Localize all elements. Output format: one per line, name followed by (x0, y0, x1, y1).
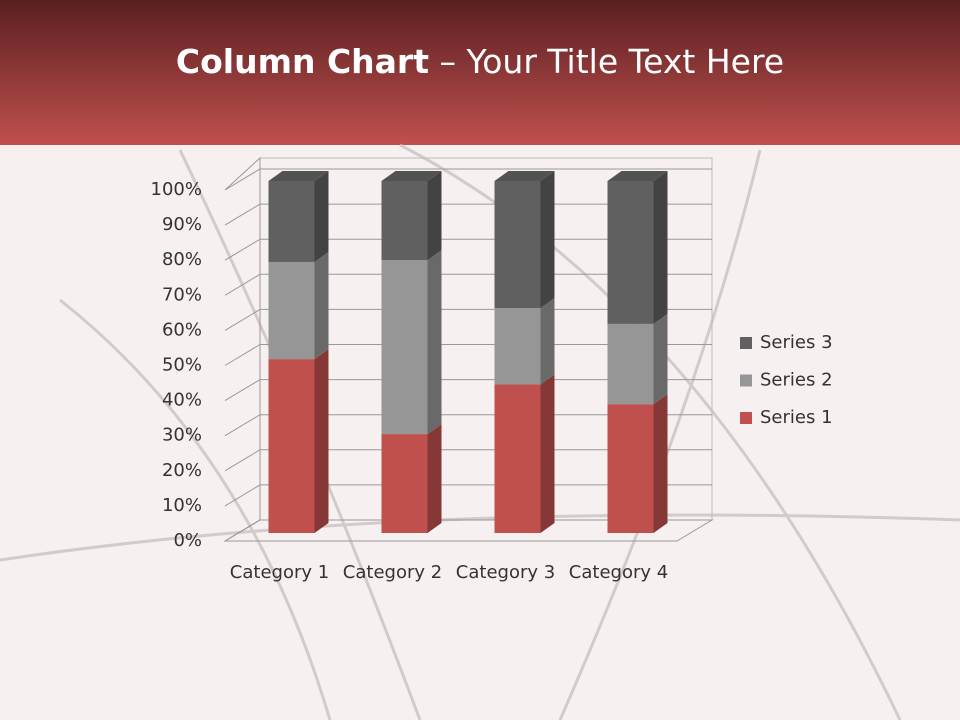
legend-label: Series 3 (760, 332, 833, 353)
legend-swatch (740, 374, 752, 387)
x-tick-label: Category 1 (229, 562, 330, 583)
bar-side (540, 374, 555, 533)
bar (268, 359, 315, 533)
bar-side (653, 313, 668, 405)
grid-line (224, 238, 712, 261)
bar (494, 181, 541, 309)
bar (607, 181, 654, 324)
grid-line (224, 414, 712, 437)
grid-line (224, 273, 712, 296)
grid-line (224, 308, 712, 331)
side-wall (224, 156, 261, 542)
bar (268, 181, 315, 262)
grid-line (224, 168, 712, 191)
grid-line (224, 449, 712, 472)
bar (494, 384, 541, 533)
bar (607, 323, 654, 405)
y-tick-label: 50% (162, 355, 202, 376)
y-tick-label: 10% (162, 495, 202, 516)
bar-side (314, 171, 329, 262)
bar-top (607, 171, 668, 181)
grid-line (224, 344, 712, 366)
x-tick-label: Category 3 (455, 562, 556, 583)
y-tick-label: 40% (162, 390, 202, 411)
y-tick-label: 70% (162, 284, 202, 305)
y-tick-label: 80% (162, 249, 202, 270)
bar-side (653, 171, 668, 324)
background-splatter (0, 143, 960, 720)
y-tick-label: 0% (173, 530, 202, 551)
bar-top (268, 171, 329, 181)
title-rest: – Your Title Text Here (428, 42, 785, 81)
y-tick-label: 60% (162, 319, 202, 340)
legend-label: Series 1 (760, 407, 833, 428)
bar-side (540, 298, 555, 385)
bar-side (314, 349, 329, 533)
bar (381, 260, 428, 435)
bar-top (494, 171, 555, 181)
bar-side (427, 424, 442, 533)
y-tick-label: 90% (162, 214, 202, 235)
grid-line (224, 379, 712, 402)
bar (607, 404, 654, 533)
bar-side (427, 171, 442, 261)
grid-line (224, 519, 712, 542)
bar-side (314, 251, 329, 360)
legend-swatch (740, 337, 752, 349)
bar (381, 181, 428, 261)
slide-title: Column Chart – Your Title Text Here (0, 42, 960, 81)
bar-side (427, 250, 442, 435)
y-tick-label: 30% (162, 425, 202, 446)
header-band (0, 0, 960, 145)
x-tick-label: Category 2 (342, 562, 443, 583)
bar (381, 434, 428, 533)
y-tick-label: 100% (151, 179, 202, 200)
bar-top (381, 171, 442, 181)
bar-side (653, 394, 668, 533)
bar (268, 261, 315, 360)
bar-side (540, 171, 555, 309)
title-bold: Column Chart (175, 42, 429, 81)
x-tick-label: Category 4 (568, 562, 669, 583)
bar (494, 308, 541, 385)
legend-swatch (740, 412, 752, 424)
legend-label: Series 2 (760, 370, 833, 391)
y-tick-label: 20% (162, 460, 202, 481)
grid-line (224, 484, 712, 507)
grid-line (224, 203, 712, 226)
